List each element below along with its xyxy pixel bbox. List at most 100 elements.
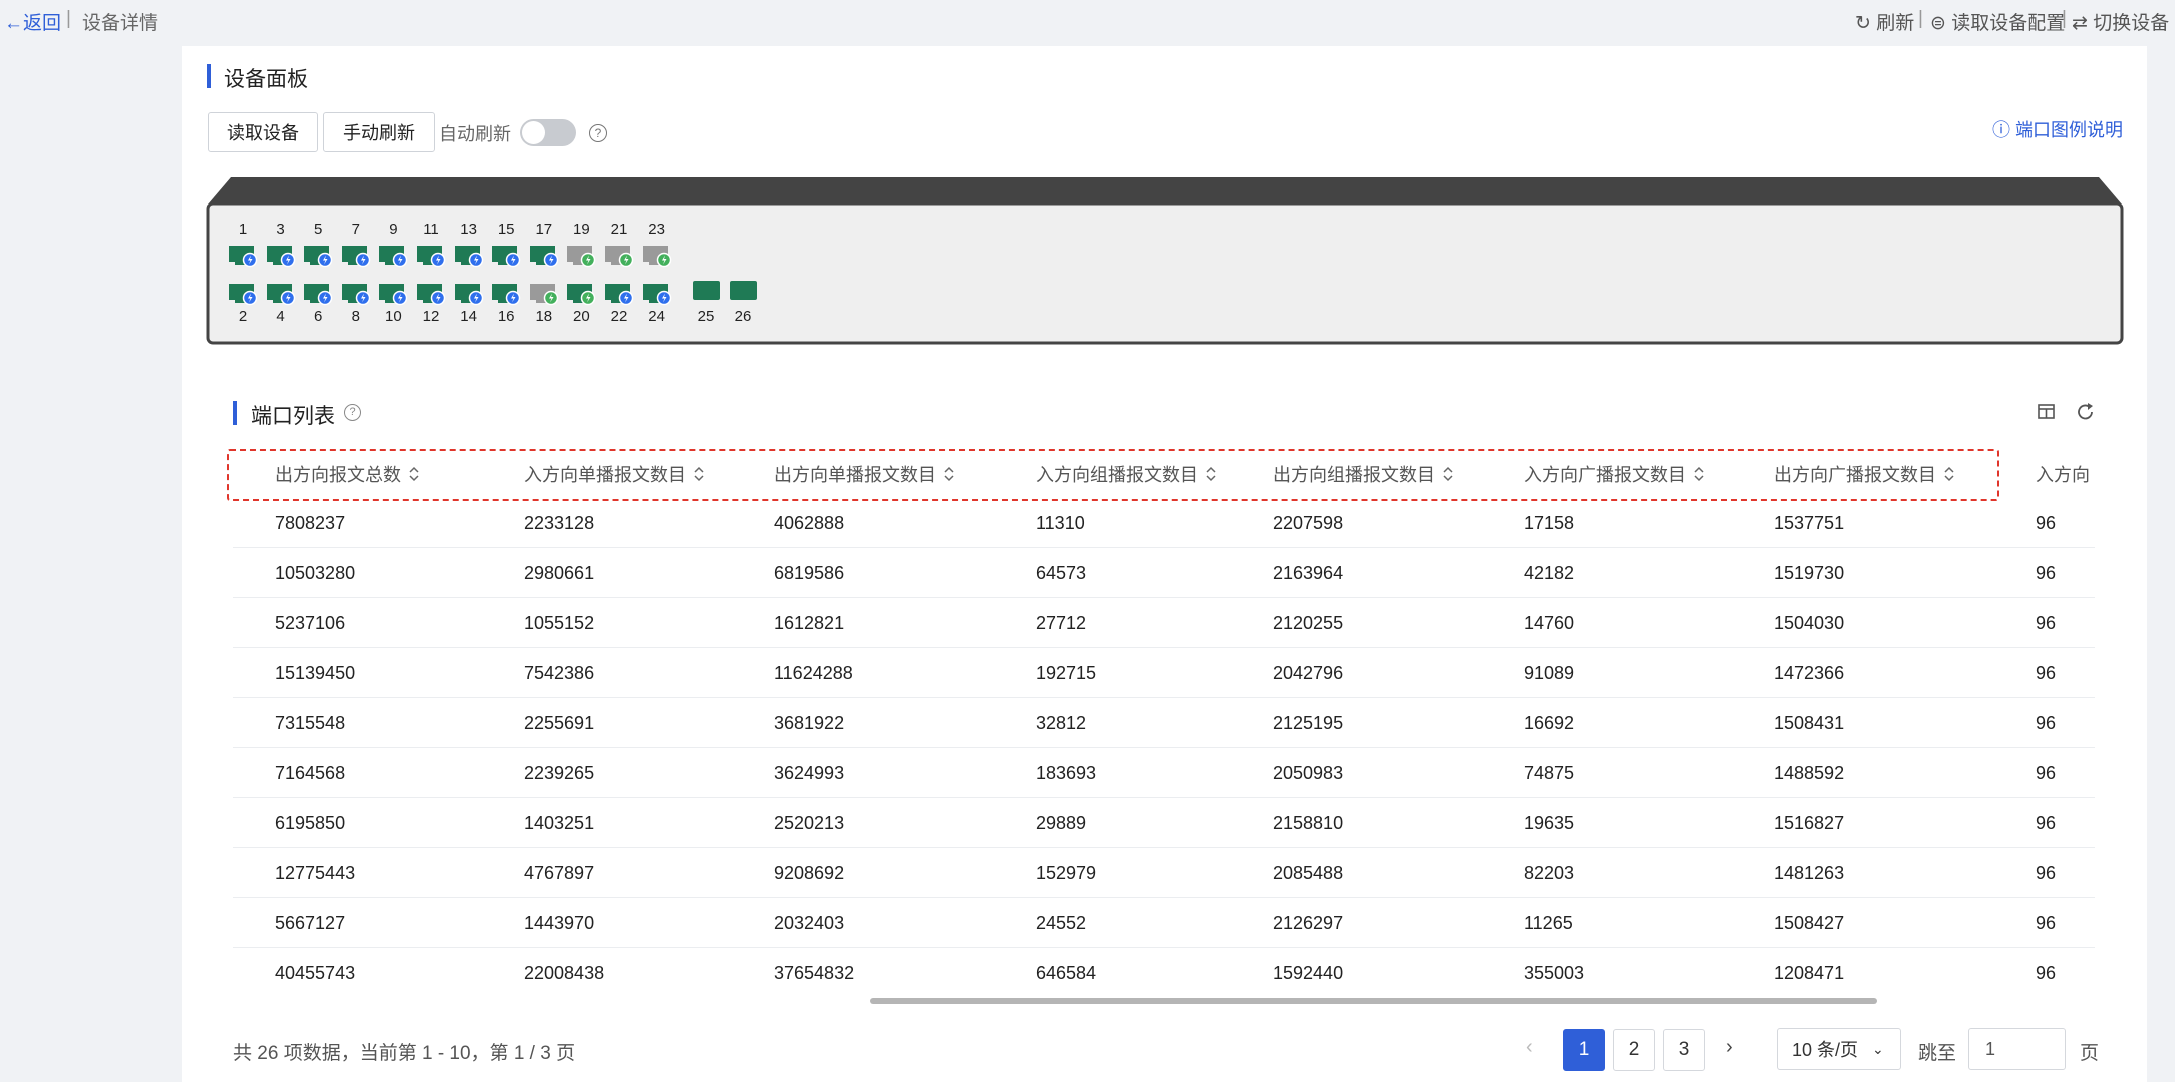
- sort-icon[interactable]: [1692, 464, 1706, 484]
- action-read-config[interactable]: ⊜ 读取设备配置: [1930, 13, 2066, 34]
- scroll-thumb[interactable]: [870, 998, 1877, 1004]
- column-header[interactable]: 出方向组播报文数目: [1273, 461, 1455, 487]
- sort-icon[interactable]: [1204, 464, 1218, 484]
- port[interactable]: [454, 242, 484, 268]
- port[interactable]: [378, 280, 408, 306]
- port[interactable]: [416, 280, 446, 306]
- help-icon[interactable]: ?: [344, 404, 361, 421]
- port[interactable]: [491, 280, 521, 306]
- column-header[interactable]: 出方向单播报文数目: [774, 461, 956, 487]
- sort-icon[interactable]: [407, 464, 421, 484]
- port[interactable]: [341, 242, 371, 268]
- scrollbar[interactable]: [236, 995, 2094, 1007]
- port[interactable]: [378, 242, 408, 268]
- sfp-port[interactable]: [730, 281, 757, 300]
- port-label: 11: [423, 221, 439, 238]
- port[interactable]: [416, 242, 446, 268]
- page-button[interactable]: 2: [1613, 1029, 1655, 1071]
- page-button[interactable]: 1: [1563, 1029, 1605, 1071]
- page-button[interactable]: 3: [1663, 1029, 1705, 1071]
- cell: 2032403: [774, 913, 845, 933]
- back-link[interactable]: ←返回: [4, 13, 62, 34]
- sfp-port[interactable]: [693, 281, 720, 300]
- button[interactable]: 读取设备: [208, 112, 318, 152]
- column-header[interactable]: 入方向: [2036, 461, 2090, 487]
- separator: |: [66, 8, 71, 29]
- cell: 12775443: [275, 863, 356, 883]
- cell: 355003: [1524, 963, 1585, 983]
- port-label: 9: [389, 221, 398, 238]
- column-header[interactable]: 入方向广播报文数目: [1524, 461, 1706, 487]
- port[interactable]: [228, 280, 258, 306]
- column-title: 入方向单播报文数目: [524, 465, 686, 485]
- cell: 96: [2036, 513, 2057, 533]
- button[interactable]: 手动刷新: [323, 112, 435, 152]
- cell: 10503280: [275, 563, 356, 583]
- port-label: 6: [314, 308, 323, 325]
- port[interactable]: [491, 242, 521, 268]
- port[interactable]: [529, 242, 559, 268]
- sort-icon[interactable]: [1942, 464, 1956, 484]
- port[interactable]: [228, 242, 258, 268]
- column-header[interactable]: 出方向广播报文数目: [1774, 461, 1956, 487]
- reload-icon[interactable]: [2076, 402, 2096, 422]
- column-title: 出方向单播报文数目: [774, 465, 936, 485]
- column-title: 入方向广播报文数目: [1524, 465, 1686, 485]
- column-header[interactable]: 出方向报文总数: [275, 461, 421, 487]
- port[interactable]: [566, 242, 596, 268]
- legend-link[interactable]: ⓘ 端口图例说明: [1992, 120, 2124, 140]
- jump-input[interactable]: 1: [1968, 1028, 2066, 1070]
- page-title: 设备详情: [82, 13, 159, 34]
- action-refresh[interactable]: ↻ 刷新: [1855, 13, 1915, 34]
- port[interactable]: [341, 280, 371, 306]
- port[interactable]: [529, 280, 559, 306]
- port[interactable]: [604, 242, 634, 268]
- cell: 96: [2036, 713, 2057, 733]
- cell: 2239265: [524, 763, 595, 783]
- sort-icon[interactable]: [692, 464, 706, 484]
- column-settings[interactable]: [2037, 402, 2057, 422]
- cell: 646584: [1036, 963, 1097, 983]
- cell: 1537751: [1774, 513, 1845, 533]
- next[interactable]: ›: [1726, 1036, 1733, 1058]
- port[interactable]: [642, 242, 672, 268]
- port[interactable]: [566, 280, 596, 306]
- port-label: 23: [648, 221, 665, 238]
- cell: 64573: [1036, 563, 1087, 583]
- cell: 9208692: [774, 863, 845, 883]
- port[interactable]: [642, 280, 672, 306]
- cell: 96: [2036, 563, 2057, 583]
- row-divider: [233, 897, 2095, 898]
- cell: 96: [2036, 913, 2057, 933]
- section-title: 端口列表: [251, 405, 335, 428]
- page-size-select[interactable]: 10 条/页 ⌄: [1777, 1028, 1901, 1070]
- cell: 4767897: [524, 863, 595, 883]
- help-icon[interactable]: ?: [589, 124, 607, 142]
- cell: 2120255: [1273, 613, 1344, 633]
- toggle[interactable]: [520, 119, 576, 146]
- cell: 40455743: [275, 963, 356, 983]
- column-header[interactable]: 入方向单播报文数目: [524, 461, 706, 487]
- port-label: 15: [497, 221, 515, 238]
- port-label: 5: [314, 221, 323, 238]
- column-title: 出方向广播报文数目: [1774, 465, 1936, 485]
- port[interactable]: [303, 280, 333, 306]
- action-switch[interactable]: ⇄ 切换设备: [2072, 13, 2170, 34]
- cell: 6195850: [275, 813, 346, 833]
- port[interactable]: [454, 280, 484, 306]
- port[interactable]: [604, 280, 634, 306]
- port-label: 13: [460, 221, 477, 238]
- page-size: 10 条/页: [1792, 1040, 1859, 1060]
- sort-icon[interactable]: [942, 464, 956, 484]
- port-label: 2: [238, 308, 248, 325]
- sort-icon[interactable]: [1441, 464, 1455, 484]
- port-label: 17: [535, 221, 553, 238]
- prev[interactable]: ‹: [1526, 1036, 1533, 1058]
- cell: 2255691: [524, 713, 595, 733]
- port[interactable]: [303, 242, 333, 268]
- port[interactable]: [266, 242, 296, 268]
- column-header[interactable]: 入方向组播报文数目: [1036, 461, 1218, 487]
- summary: 共 26 项数据，当前第 1 - 10，第 1 / 3 页: [233, 1043, 576, 1064]
- port[interactable]: [266, 280, 296, 306]
